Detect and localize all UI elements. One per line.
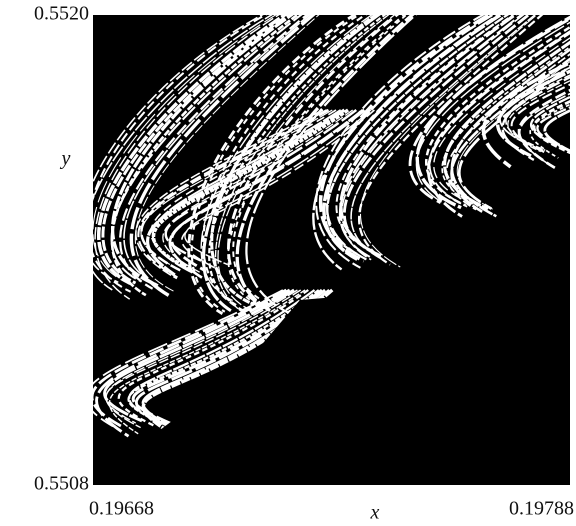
streak [457,64,570,210]
streak [496,69,570,158]
streak [110,15,303,282]
streak [217,15,396,309]
streak [210,15,379,307]
streak [202,15,381,313]
streak [93,15,274,291]
streak [312,15,495,271]
streak [135,109,324,280]
streak [322,15,504,261]
streak [190,15,361,313]
streak [425,25,570,207]
streak [108,289,306,435]
y-tick-label: 0.5520 [34,3,89,25]
x-tick-label: 0.19668 [89,498,154,520]
streak [358,15,544,266]
streak [450,48,570,218]
streak [181,109,375,269]
black-region [93,230,570,485]
y-tick-label: 0.5508 [34,473,89,495]
streak [326,15,510,256]
streak [146,108,346,277]
streak [342,15,531,253]
streak [360,15,538,268]
streak [137,109,328,279]
x-axis-label: x [370,502,380,524]
streak [184,109,372,266]
streak [518,92,570,167]
streak [103,288,295,423]
streak [499,66,570,152]
streak [215,15,390,317]
streak [93,15,277,285]
streak [117,289,309,428]
streak [95,288,291,438]
streak [93,289,284,428]
streak [340,15,525,261]
y-axis-label: y [60,148,71,170]
streak [235,15,415,313]
basin-structure [93,15,570,485]
streak [507,80,570,153]
streak [408,17,570,204]
streak [110,15,300,297]
streak [187,15,358,315]
streak [450,57,570,213]
streak [532,99,570,155]
streak [481,60,570,169]
streak [170,108,366,272]
streak [151,108,350,268]
streak [129,15,316,299]
streak [202,15,368,313]
streak [529,95,570,152]
streak [536,106,570,152]
streak [127,289,320,426]
streak [441,45,570,206]
streak [501,75,570,161]
streak [119,15,309,290]
streak [315,15,485,269]
streak [97,15,288,285]
streak [93,15,268,293]
streak [162,109,354,273]
streak [445,53,570,211]
x-tick-label: 0.19788 [509,498,574,520]
streak [94,15,280,300]
streak [93,15,264,284]
streak [433,37,570,203]
streak [427,30,570,218]
streak [415,21,570,208]
streak [111,15,295,287]
streak [227,15,408,305]
streak [123,15,311,286]
streak [134,15,320,292]
streak [105,289,302,424]
streak [101,15,292,285]
streak [543,109,570,153]
streak [350,15,536,259]
